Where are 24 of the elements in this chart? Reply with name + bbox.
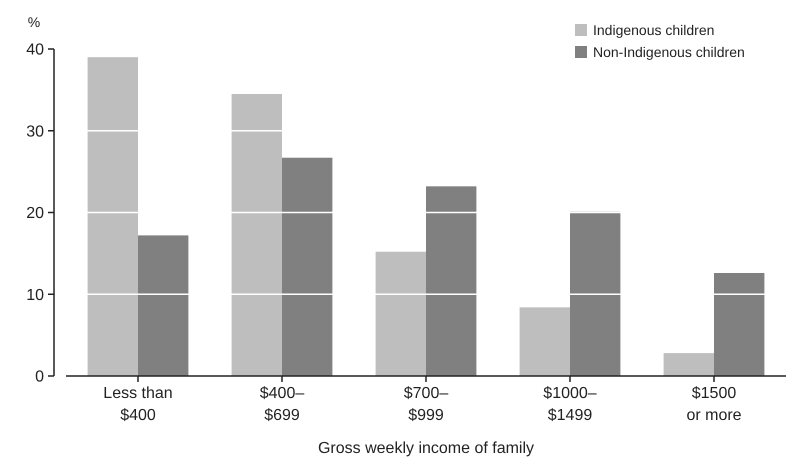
bar xyxy=(282,158,332,376)
bar xyxy=(714,272,764,376)
bar xyxy=(376,252,426,376)
x-tick-label: $400– $699 xyxy=(260,385,304,424)
x-tick-label: $1000– $1499 xyxy=(543,385,597,424)
legend-label: Non-Indigenous children xyxy=(593,44,745,60)
bar xyxy=(88,57,138,376)
y-tick-label: 0 xyxy=(35,368,44,386)
x-tick-label: $1500 or more xyxy=(686,385,742,424)
y-tick-label: 20 xyxy=(26,205,44,222)
y-tick-label: 40 xyxy=(26,42,44,59)
bar xyxy=(520,307,570,376)
x-tick-label: Less than $400 xyxy=(103,385,173,424)
y-tick-label: 30 xyxy=(26,123,44,140)
x-tick-label: $700– $999 xyxy=(404,385,448,424)
legend-label: Indigenous children xyxy=(593,22,714,38)
bar xyxy=(138,235,188,376)
y-axis-title: % xyxy=(28,14,40,30)
y-tick-label: 10 xyxy=(26,286,44,304)
bar xyxy=(426,186,476,376)
bar xyxy=(570,212,620,376)
x-axis-title: Gross weekly income of family xyxy=(318,440,534,457)
bar xyxy=(232,94,282,376)
bar xyxy=(664,353,714,376)
